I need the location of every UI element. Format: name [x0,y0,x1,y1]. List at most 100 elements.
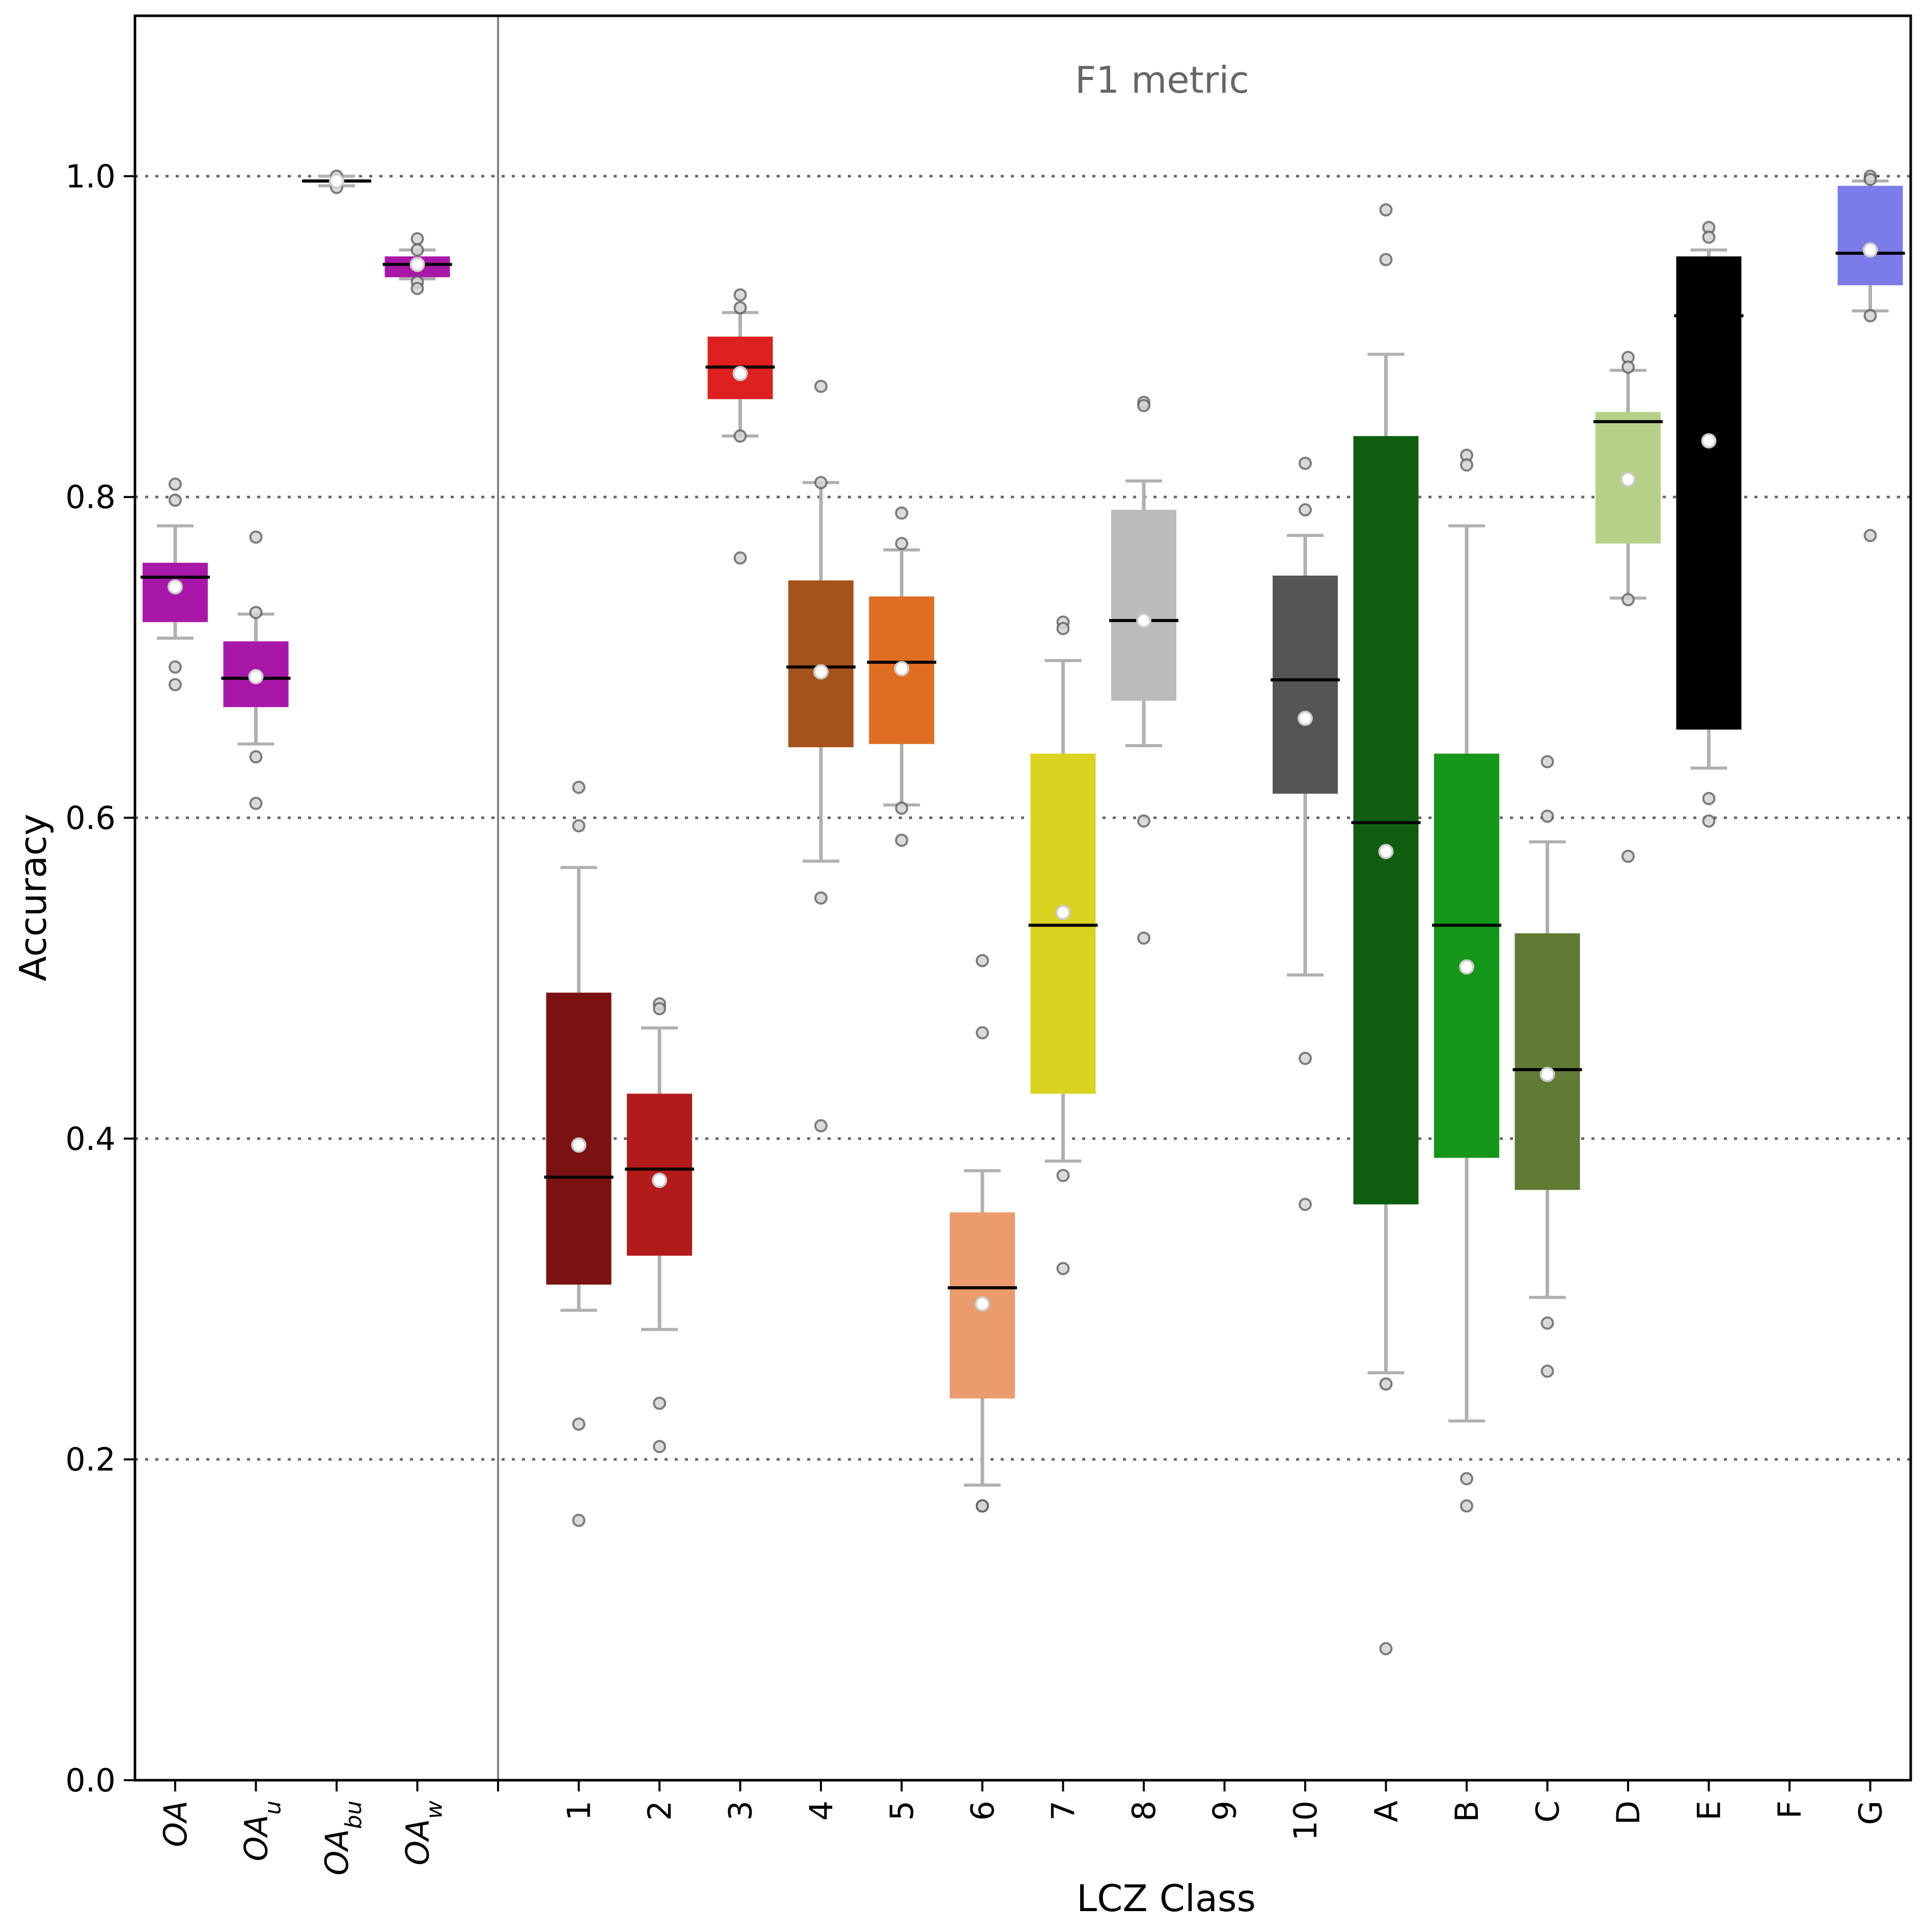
box-7 [1028,615,1098,1275]
mean-marker [1298,711,1313,726]
mean-marker [1378,843,1394,859]
outlier-point [733,551,747,565]
mean-marker [168,579,183,595]
box-6 [948,954,1017,1513]
y-tick-label: 0.6 [65,800,116,837]
outlier-point [410,243,424,257]
mean-marker [329,173,344,189]
box-iqr [1837,185,1903,286]
mean-marker [1136,613,1151,629]
box-iqr [1515,933,1580,1190]
x-tick-label: 9 [1206,1801,1244,1820]
outlier-point [1137,399,1150,413]
outlier-point [1056,1168,1070,1182]
box-OA_u [221,530,291,810]
y-axis-label: Accuracy [12,814,54,982]
box-5 [867,506,937,847]
box-2 [625,997,694,1453]
axes: 0.0 0.2 0.4 0.6 0.8 1.0 OA OAu OAbu OAw 1 2 3 4 5 6 7 8 9 1… [65,14,1912,1875]
outlier-point [1863,529,1877,542]
outlier-point [976,954,989,967]
outlier-point [1540,755,1554,769]
outlier-point [1299,503,1312,516]
outlier-point [1379,1377,1393,1391]
x-tick-label: E [1691,1801,1728,1820]
x-tick-label: B [1448,1801,1485,1822]
x-tick-label: OAu [238,1801,286,1861]
box-iqr [1111,509,1176,701]
x-tick-label: F [1771,1801,1808,1819]
outlier-point [814,379,828,393]
outlier-point [572,1417,586,1431]
box-iqr [788,580,854,747]
outlier-point [1621,593,1635,607]
mean-marker [1055,905,1071,920]
outlier-point [572,1513,586,1527]
box-8 [1109,395,1178,945]
box-OA_bu [302,169,371,194]
outlier-point [814,891,828,905]
mean-marker [975,1296,990,1312]
mean-marker [1701,433,1717,449]
mean-marker [813,664,829,679]
outlier-point [653,1439,666,1453]
boxes [141,169,1905,1655]
box-G [1835,169,1905,542]
box-OA [141,477,210,692]
outlier-point [169,678,182,692]
outlier-point [1299,456,1312,470]
outlier-point [1460,458,1473,472]
box-10 [1271,456,1340,1211]
outlier-point [1540,1316,1554,1330]
x-tick-label: 3 [722,1801,759,1820]
mean-marker [732,366,748,382]
box-iqr [1030,753,1096,1094]
outlier-point [249,750,263,764]
y-tick-label: 1.0 [65,158,116,195]
x-tick-label: 6 [964,1801,1001,1820]
x-tick-label: OA [157,1801,194,1847]
box-A [1351,203,1421,1655]
x-tick-label: 2 [641,1801,678,1820]
x-tick-label: D [1610,1801,1647,1825]
mean-marker [1620,472,1636,487]
mean-marker [894,661,910,676]
outlier-point [1137,931,1150,945]
x-tick-label: OAw [399,1800,448,1865]
outlier-point [733,288,747,302]
outlier-point [733,429,747,443]
outlier-point [1863,309,1877,322]
box-4 [786,379,856,1133]
box-iqr [1353,436,1419,1205]
outlier-point [1379,1642,1393,1655]
outlier-point [1540,809,1554,823]
outlier-point [976,1026,989,1040]
outlier-point [653,1396,666,1410]
outlier-point [1460,1499,1473,1513]
outlier-point [1379,203,1393,217]
outlier-point [249,530,263,544]
outlier-point [895,506,909,520]
outlier-point [653,1002,666,1016]
outlier-point [1702,792,1716,805]
mean-marker [1459,959,1474,975]
outlier-point [814,476,828,489]
outlier-point [895,801,909,815]
box-3 [705,288,775,565]
outlier-point [1299,1051,1312,1065]
outlier-point [410,232,424,246]
x-tick-label: 4 [803,1801,840,1820]
box-D [1593,350,1663,863]
outlier-point [249,606,263,619]
x-tick-label: 10 [1287,1801,1324,1841]
outlier-point [169,477,182,491]
outlier-point [1863,173,1877,186]
outlier-point [1056,1262,1070,1275]
outlier-point [572,819,586,833]
mean-marker [1862,242,1878,258]
y-tick-label: 0.0 [65,1762,116,1799]
outlier-point [1379,253,1393,266]
mean-marker [1539,1067,1555,1082]
outlier-point [1460,1472,1473,1485]
